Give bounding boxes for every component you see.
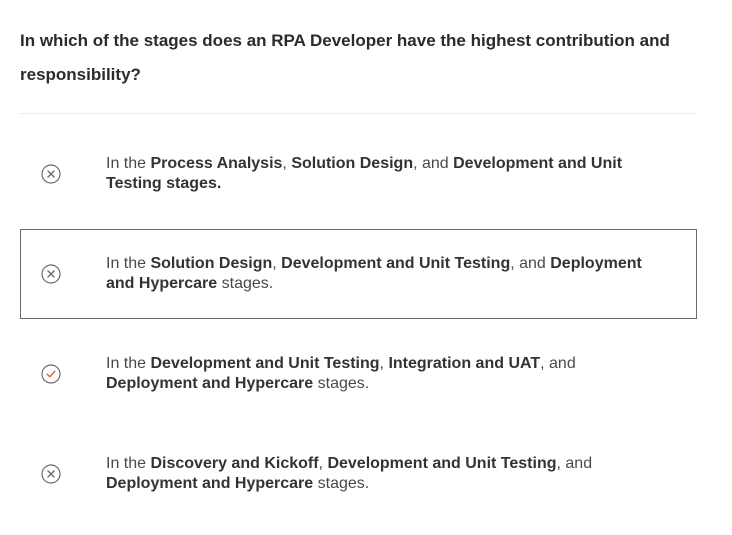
stage-name: Development and Unit Testing [150,355,380,372]
option-text-fragment: stages. [313,375,370,392]
answer-option-2[interactable]: In the Solution Design, Development and … [20,229,697,319]
option-text-fragment: stages. [313,475,370,492]
stage-name: Solution Design [150,255,273,272]
option-text-fragment: In the [106,155,151,172]
answer-option-text: In the Process Analysis, Solution Design… [106,154,666,194]
question-text: In which of the stages does an RPA Devel… [20,31,670,84]
answer-option-3[interactable]: In the Development and Unit Testing, Int… [20,329,697,419]
answer-option-text: In the Development and Unit Testing, Int… [106,354,666,394]
x-circle-icon [41,164,61,184]
stage-name: Integration and UAT [388,355,541,372]
answer-option-text: In the Solution Design, Development and … [106,254,666,294]
answer-option-text: In the Discovery and Kickoff, Developmen… [106,454,666,494]
option-text-fragment: In the [106,355,151,372]
answer-option-1[interactable]: In the Process Analysis, Solution Design… [20,129,697,219]
stage-name: Development and Unit Testing stages. [106,155,623,192]
option-text-fragment: , and [510,255,551,272]
x-circle-icon [41,464,61,484]
divider [20,113,697,114]
option-text-fragment: stages. [217,275,274,292]
option-text-fragment: , and [540,355,576,372]
stage-name: Process Analysis [150,155,283,172]
option-text-fragment: In the [106,455,151,472]
option-text-fragment: , and [556,455,593,472]
stage-name: Development and Unit Testing [327,455,557,472]
option-text-fragment: , [318,455,328,472]
stage-name: Deployment and Hypercare [106,475,314,492]
answer-option-4[interactable]: In the Discovery and Kickoff, Developmen… [20,429,697,519]
option-text-fragment: , and [413,155,454,172]
option-text-fragment: , [272,255,282,272]
stage-name: Deployment and Hypercare [106,375,314,392]
option-text-fragment: , [282,155,292,172]
option-text-fragment: , [379,355,389,372]
x-circle-icon [41,264,61,284]
option-text-fragment: In the [106,255,151,272]
stage-name: Development and Unit Testing [281,255,511,272]
stage-name: Deployment and Hypercare [106,255,642,292]
check-circle-icon [41,364,61,384]
stage-name: Discovery and Kickoff [150,455,319,472]
stage-name: Solution Design [291,155,414,172]
